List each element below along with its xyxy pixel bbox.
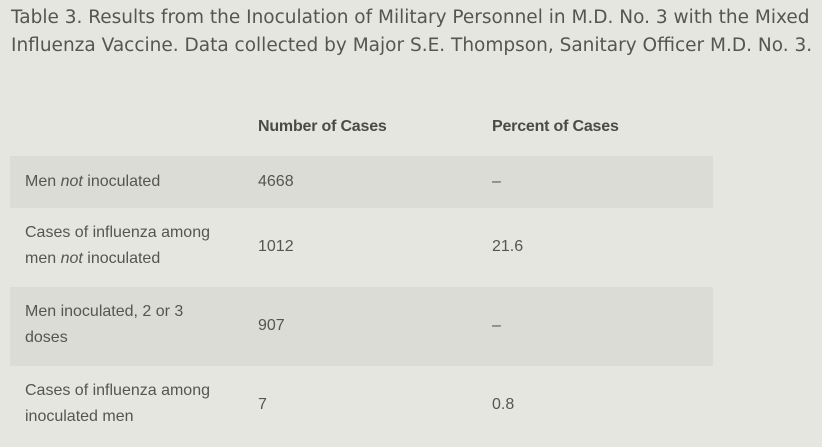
table-row: Cases of influenza among inoculated men … xyxy=(10,366,713,445)
row-cases: 907 xyxy=(258,317,285,334)
table-row: Cases of influenza among men not inocula… xyxy=(10,208,713,287)
results-table: Number of Cases Percent of Cases Men not… xyxy=(10,104,713,445)
row-label: Men not inoculated xyxy=(25,173,161,190)
table-header-row: Number of Cases Percent of Cases xyxy=(10,104,713,156)
table-row: Men not inoculated 4668 – xyxy=(10,156,713,208)
row-label: Cases of influenza among men not inocula… xyxy=(25,224,210,267)
header-percent-of-cases: Percent of Cases xyxy=(492,118,619,135)
table-row: Men inoculated, 2 or 3 doses 907 – xyxy=(10,287,713,366)
row-cases: 4668 xyxy=(258,173,294,190)
table-caption: Table 3. Results from the Inoculation of… xyxy=(11,7,813,56)
row-cases: 1012 xyxy=(258,238,294,255)
row-label: Cases of influenza among inoculated men xyxy=(25,382,210,425)
row-percent: 21.6 xyxy=(492,238,524,255)
row-label: Men inoculated, 2 or 3 doses xyxy=(25,303,184,346)
row-percent: – xyxy=(492,173,501,190)
row-cases: 7 xyxy=(258,396,267,413)
row-percent: – xyxy=(492,317,501,334)
row-percent: 0.8 xyxy=(492,396,515,413)
header-number-of-cases: Number of Cases xyxy=(258,118,387,135)
